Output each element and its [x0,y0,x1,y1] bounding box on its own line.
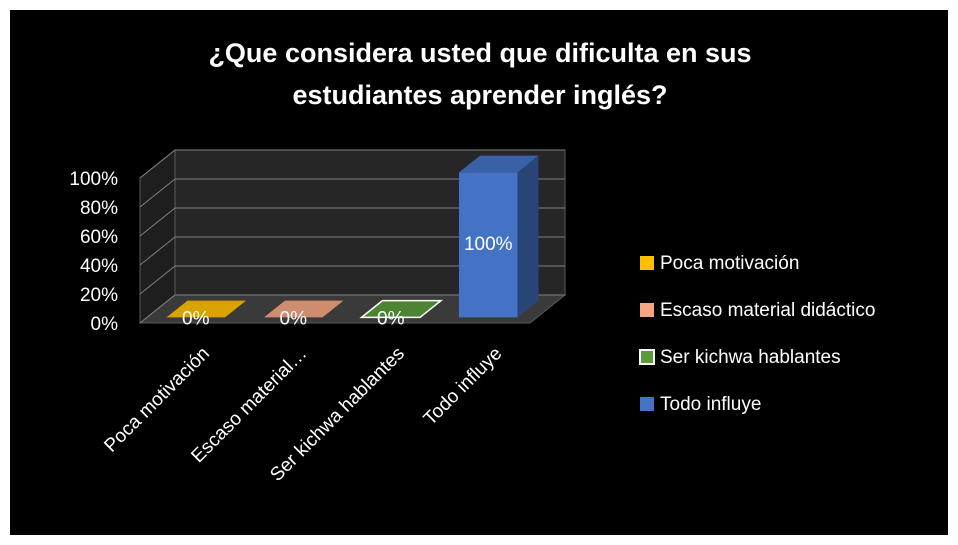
y-tick-label: 40% [80,256,118,277]
data-label: 0% [280,308,308,329]
grid-line [139,236,176,266]
y-tick-label: 100% [69,169,118,190]
grid-line [139,178,176,208]
legend-swatch [640,397,654,411]
grid-line [139,265,176,295]
bar-top [166,300,246,318]
x-tick-label: Poca motivación [100,343,213,456]
chart-area: 0% 20% 40% 60% 80% 100% Poca motivación 0% Escas… [10,10,948,535]
legend-swatch [639,349,655,365]
bar [359,299,444,319]
legend-label: Todo influye [660,394,761,415]
x-tick-label: Todo influye [420,343,507,430]
chart-title: ¿Que considera usted que dificulta en su… [208,38,752,110]
data-label: 0% [182,308,210,329]
y-tick-label: 20% [80,285,118,306]
side-wall [139,148,176,325]
grid-line [139,207,176,237]
legend-label: Poca motivación [660,253,799,274]
grid-line [139,294,176,324]
legend-swatch [640,256,654,270]
data-label: 0% [377,308,405,329]
legend-label: Escaso material didáctico [660,300,875,321]
y-tick-label: 0% [91,314,119,335]
bar-side [517,155,539,318]
y-tick-label: 60% [80,227,118,248]
bar-top [264,300,344,318]
chart: 0% 20% 40% 60% 80% 100% Poca motivación 0% Escas… [69,148,875,486]
bar [264,300,344,318]
legend-swatch [640,303,654,317]
y-tick-label: 80% [80,198,118,219]
bar-top [459,155,539,173]
legend-label: Ser kichwa hablantes [660,347,841,368]
data-label: 100% [464,234,513,255]
bar [459,155,539,318]
bar-front [459,172,518,318]
bar-top [359,299,444,319]
bar [166,300,246,318]
grid-line [139,149,176,179]
